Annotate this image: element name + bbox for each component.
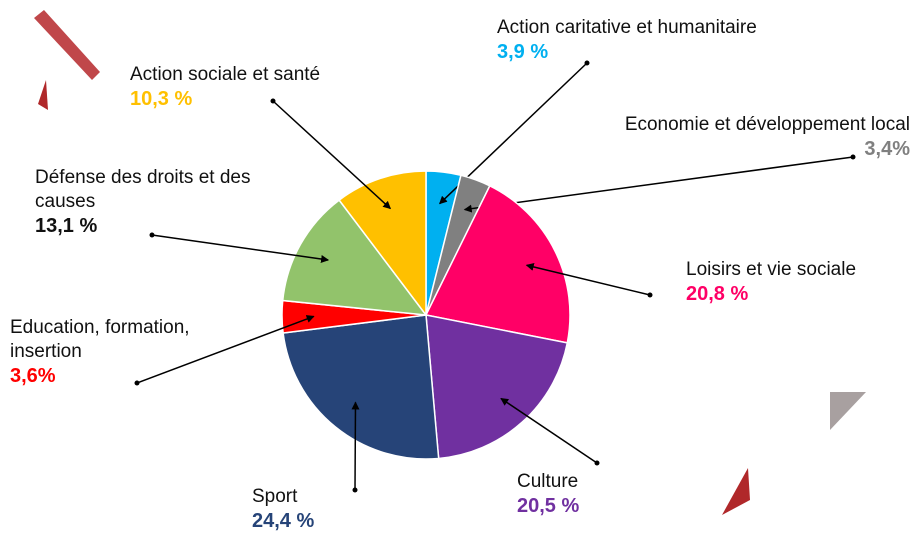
- category-label: Action sociale et santé: [130, 63, 350, 87]
- value-label: 10,3 %: [130, 87, 350, 111]
- value-label: 3,9 %: [497, 40, 817, 64]
- category-label: Loisirs et vie sociale: [686, 258, 906, 282]
- category-label: Sport: [252, 485, 372, 509]
- category-label: Culture: [517, 470, 637, 494]
- page: {"chart_data": {"type": "pie", "categori…: [0, 0, 915, 544]
- category-label: Action caritative et humanitaire: [497, 16, 817, 40]
- leader-line: [465, 157, 853, 210]
- value-label: 3,4%: [550, 137, 910, 161]
- value-label: 20,5 %: [517, 494, 637, 518]
- value-label: 3,6%: [10, 364, 230, 388]
- category-label: Défense des droits et des causes: [35, 166, 295, 214]
- leader-line: [501, 399, 597, 463]
- leader-dot: [648, 293, 653, 298]
- value-label: 13,1 %: [35, 214, 295, 238]
- value-label: 24,4 %: [252, 509, 372, 533]
- pie-slice: [283, 315, 439, 459]
- category-label: Education, formation, insertion: [10, 316, 230, 364]
- leader-dot: [595, 461, 600, 466]
- value-label: 20,8 %: [686, 282, 906, 306]
- category-label: Economie et développement local: [550, 113, 910, 137]
